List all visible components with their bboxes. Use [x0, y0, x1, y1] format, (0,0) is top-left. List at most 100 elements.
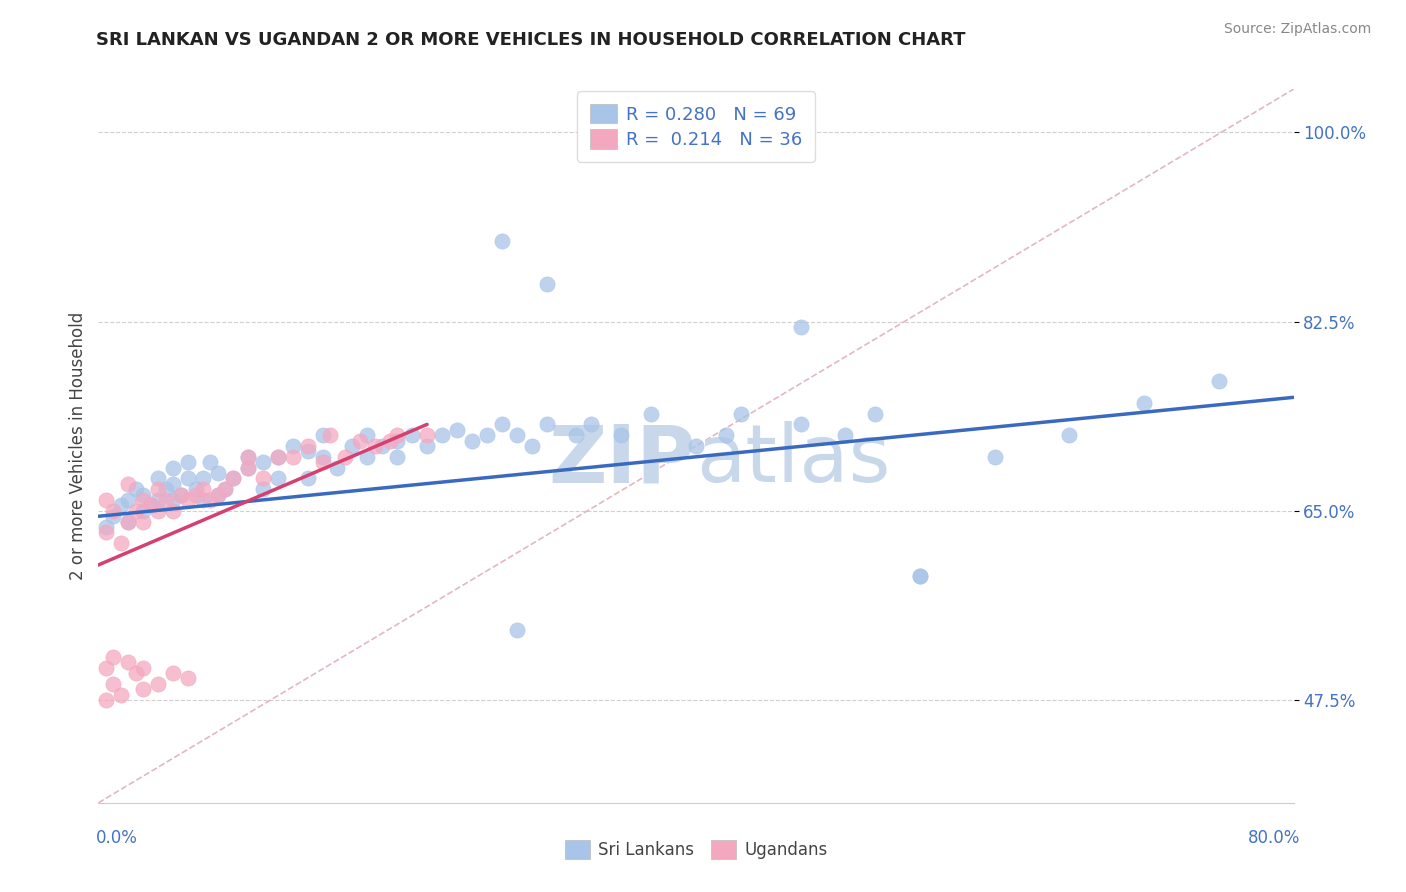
- Point: [132, 493, 155, 508]
- Point: [311, 450, 333, 464]
- Point: [200, 455, 222, 469]
- Point: [214, 482, 236, 496]
- Text: 80.0%: 80.0%: [1249, 829, 1301, 847]
- Point: [103, 504, 125, 518]
- Point: [326, 460, 349, 475]
- Point: [401, 428, 423, 442]
- Point: [267, 450, 290, 464]
- Point: [536, 417, 558, 432]
- Point: [236, 450, 259, 464]
- Point: [416, 439, 439, 453]
- Point: [110, 536, 132, 550]
- Point: [103, 509, 125, 524]
- Point: [177, 471, 200, 485]
- Point: [117, 515, 139, 529]
- Point: [125, 504, 148, 518]
- Point: [475, 428, 498, 442]
- Point: [177, 455, 200, 469]
- Point: [184, 482, 207, 496]
- Point: [110, 688, 132, 702]
- Point: [139, 499, 162, 513]
- Point: [155, 482, 177, 496]
- Point: [430, 428, 453, 442]
- Point: [132, 515, 155, 529]
- Point: [236, 460, 259, 475]
- Point: [506, 623, 529, 637]
- Point: [385, 428, 409, 442]
- Point: [491, 417, 513, 432]
- Point: [491, 234, 513, 248]
- Point: [207, 488, 229, 502]
- Text: SRI LANKAN VS UGANDAN 2 OR MORE VEHICLES IN HOUSEHOLD CORRELATION CHART: SRI LANKAN VS UGANDAN 2 OR MORE VEHICLES…: [96, 31, 965, 49]
- Point: [139, 499, 162, 513]
- Point: [252, 482, 274, 496]
- Point: [714, 428, 737, 442]
- Point: [364, 439, 387, 453]
- Point: [610, 428, 633, 442]
- Point: [117, 655, 139, 669]
- Point: [94, 660, 117, 674]
- Point: [385, 434, 409, 448]
- Point: [222, 471, 245, 485]
- Point: [1208, 374, 1230, 388]
- Point: [297, 444, 319, 458]
- Point: [371, 439, 394, 453]
- Point: [207, 466, 229, 480]
- Point: [349, 434, 371, 448]
- Point: [461, 434, 484, 448]
- Point: [730, 407, 752, 421]
- Point: [236, 460, 259, 475]
- Point: [536, 277, 558, 291]
- Point: [311, 455, 333, 469]
- Point: [685, 439, 707, 453]
- Point: [94, 493, 117, 508]
- Point: [117, 476, 139, 491]
- Point: [520, 439, 543, 453]
- Point: [103, 649, 125, 664]
- Point: [984, 450, 1007, 464]
- Point: [506, 428, 529, 442]
- Point: [110, 499, 132, 513]
- Point: [281, 439, 304, 453]
- Point: [162, 476, 184, 491]
- Point: [908, 568, 931, 582]
- Point: [281, 450, 304, 464]
- Point: [267, 450, 290, 464]
- Point: [200, 493, 222, 508]
- Point: [416, 428, 439, 442]
- Point: [207, 488, 229, 502]
- Text: ZIP: ZIP: [548, 421, 696, 500]
- Point: [640, 407, 662, 421]
- Point: [162, 493, 184, 508]
- Point: [191, 471, 214, 485]
- Text: Source: ZipAtlas.com: Source: ZipAtlas.com: [1223, 22, 1371, 37]
- Point: [132, 488, 155, 502]
- Point: [581, 417, 603, 432]
- Point: [1133, 396, 1156, 410]
- Point: [169, 488, 191, 502]
- Point: [132, 504, 155, 518]
- Point: [148, 493, 170, 508]
- Point: [252, 455, 274, 469]
- Point: [356, 450, 378, 464]
- Legend: Sri Lankans, Ugandans: Sri Lankans, Ugandans: [558, 834, 834, 866]
- Point: [834, 428, 856, 442]
- Point: [117, 515, 139, 529]
- Point: [214, 482, 236, 496]
- Point: [103, 677, 125, 691]
- Point: [252, 471, 274, 485]
- Point: [297, 439, 319, 453]
- Point: [236, 450, 259, 464]
- Point: [342, 439, 364, 453]
- Point: [169, 488, 191, 502]
- Point: [297, 471, 319, 485]
- Point: [865, 407, 887, 421]
- Point: [117, 493, 139, 508]
- Text: atlas: atlas: [696, 421, 890, 500]
- Point: [162, 666, 184, 681]
- Point: [125, 482, 148, 496]
- Point: [908, 568, 931, 582]
- Point: [789, 320, 811, 334]
- Point: [319, 428, 342, 442]
- Point: [565, 428, 588, 442]
